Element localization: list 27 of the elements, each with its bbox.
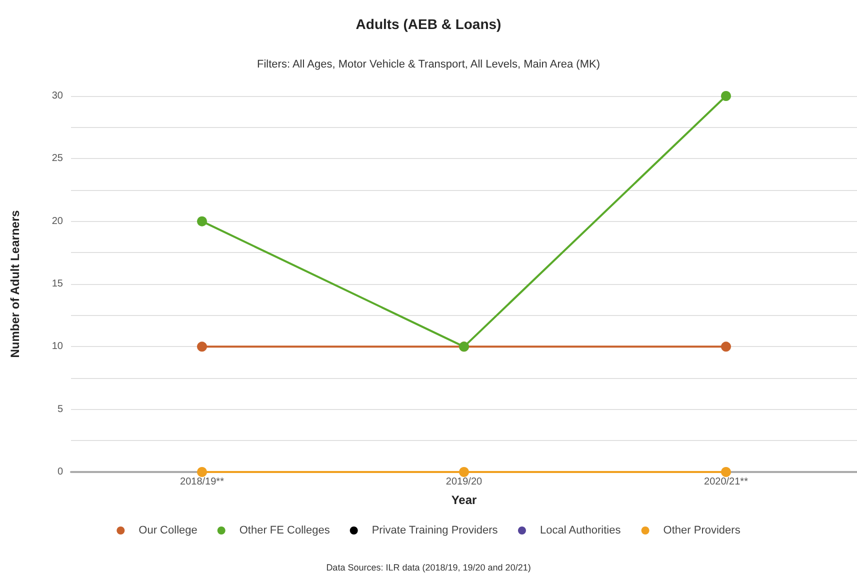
point bbox=[721, 91, 731, 101]
x-tick-label: 2018/19** bbox=[180, 476, 224, 488]
y-tick-label: 10 bbox=[52, 341, 64, 352]
y-axis-title: Number of Adult Learners bbox=[8, 210, 22, 358]
point bbox=[721, 467, 731, 477]
y-tick-label: 25 bbox=[52, 153, 64, 164]
text: Data Sources: ILR data (2018/19, 19/20 and 20/21) bbox=[326, 562, 531, 572]
y-tick-label: 30 bbox=[52, 90, 64, 102]
x-tick-label: 2019/20 bbox=[446, 476, 483, 488]
point bbox=[197, 342, 207, 352]
x-tick-label: 2020/21** bbox=[704, 476, 748, 488]
legend-label: Private Training Providers bbox=[372, 524, 498, 536]
y-tick-label: 15 bbox=[52, 278, 64, 290]
point bbox=[197, 467, 207, 477]
point bbox=[721, 342, 731, 352]
point bbox=[197, 216, 207, 226]
legend-label: Our College bbox=[138, 524, 198, 536]
chart-title: Adults (AEB & Loans) bbox=[356, 16, 502, 32]
legend-label: Other Providers bbox=[663, 524, 741, 536]
point bbox=[459, 467, 469, 477]
y-tick-label: 0 bbox=[57, 466, 64, 478]
y-tick-label: 20 bbox=[52, 216, 64, 227]
x-axis-title: Year bbox=[451, 493, 478, 507]
y-tick-label: 5 bbox=[57, 404, 64, 415]
legend-label: Other FE Colleges bbox=[239, 524, 330, 536]
chart-subtitle: Filters: All Ages, Motor Vehicle & Transport, All Levels, Main Area (MK) bbox=[257, 58, 600, 70]
legend-label: Local Authorities bbox=[540, 524, 622, 536]
